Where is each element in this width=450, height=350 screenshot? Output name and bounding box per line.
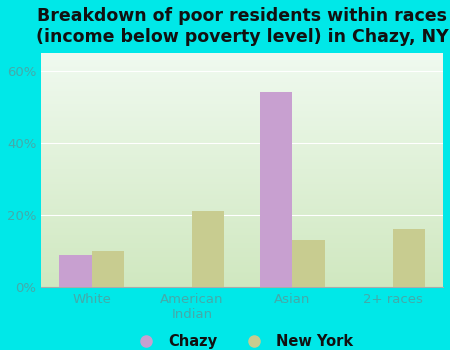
Legend: Chazy, New York: Chazy, New York [126, 328, 359, 350]
Bar [192, 211, 224, 287]
Bar [292, 240, 324, 287]
Bar [91, 251, 124, 287]
Bar [59, 254, 91, 287]
Bar [260, 92, 292, 287]
Title: Breakdown of poor residents within races
(income below poverty level) in Chazy, : Breakdown of poor residents within races… [36, 7, 449, 46]
Bar [393, 229, 425, 287]
